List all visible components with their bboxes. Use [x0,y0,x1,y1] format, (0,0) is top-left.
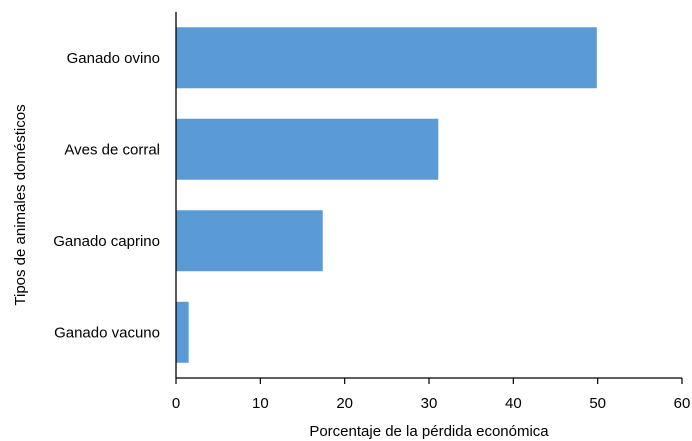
category-label: Ganado caprino [53,233,160,250]
x-axis-ticks: 0 10 20 30 40 50 60 [172,378,691,412]
y-axis-title: Tipos de animales domésticos [12,104,29,305]
x-tick-label: 0 [172,395,180,412]
bar-ganado-caprino [176,210,323,272]
bars-group [176,27,597,363]
x-tick-label: 10 [252,395,269,412]
category-labels: Ganado ovino Aves de corral Ganado caprino… [53,50,160,342]
x-tick-label: 40 [505,395,522,412]
bar-ganado-ovino [176,27,597,89]
bar-aves-de-corral [176,118,439,180]
category-label: Aves de corral [64,141,160,158]
x-tick-label: 50 [589,395,606,412]
x-tick-label: 60 [674,395,691,412]
x-tick-label: 20 [336,395,353,412]
category-label: Ganado ovino [67,50,160,67]
x-axis-title: Porcentaje de la pérdida económica [309,423,549,440]
bar-ganado-vacuno [176,301,189,363]
category-label: Ganado vacuno [54,324,160,341]
x-tick-label: 30 [421,395,438,412]
